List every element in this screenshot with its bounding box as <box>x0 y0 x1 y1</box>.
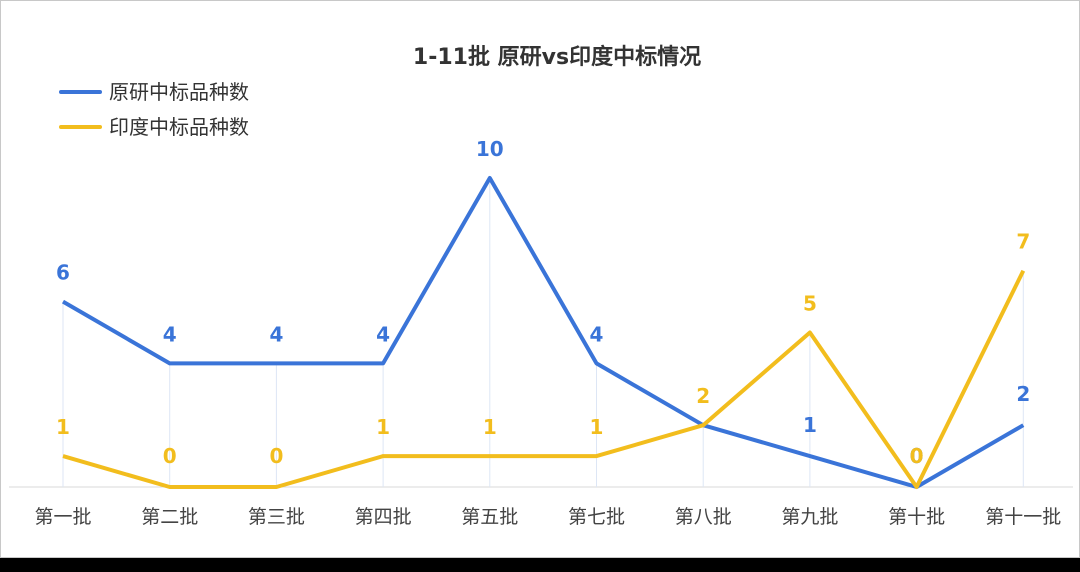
line-chart: 1-11批 原研vs印度中标情况 原研中标品种数 印度中标品种数 第一批 第二批第… <box>9 44 1073 528</box>
data-label-0: 4 <box>590 322 604 346</box>
data-label-1: 1 <box>376 415 390 439</box>
data-label-0: 10 <box>476 137 504 161</box>
data-label-1: 0 <box>163 444 177 468</box>
legend-label-0: 原研中标品种数 <box>109 80 249 104</box>
x-tick-label: 第九批 <box>781 506 838 528</box>
x-tick-label: 第十批 <box>888 506 945 528</box>
x-tick-label: 第八批 <box>675 506 732 528</box>
x-tick-label: 第五批 <box>461 506 518 528</box>
data-label-0: 6 <box>56 261 70 285</box>
data-label-1: 1 <box>56 415 70 439</box>
x-tick-label: 第一批 <box>34 506 91 528</box>
data-label-0: 2 <box>1016 382 1030 406</box>
chart-frame: 1-11批 原研vs印度中标情况 原研中标品种数 印度中标品种数 第一批 第二批第… <box>0 0 1080 558</box>
data-label-1: 5 <box>803 292 817 316</box>
chart-title: 1-11批 原研vs印度中标情况 <box>413 44 701 70</box>
series-lines <box>61 176 1026 489</box>
data-label-0: 1 <box>803 413 817 437</box>
series-line-1 <box>62 269 1026 489</box>
x-tick-label: 第三批 <box>248 506 305 528</box>
x-tick-label: 第二批 <box>141 506 198 528</box>
data-label-1: 2 <box>696 384 710 408</box>
data-label-1: 1 <box>590 415 604 439</box>
legend-label-1: 印度中标品种数 <box>109 115 249 139</box>
data-label-0: 4 <box>269 322 283 346</box>
drop-lines <box>62 178 1024 487</box>
x-tick-label: 第七批 <box>568 506 625 528</box>
series-line-0 <box>61 176 1025 489</box>
data-label-0: 0 <box>910 444 924 468</box>
x-tick-label: 第十一批 <box>985 506 1061 528</box>
data-label-1: 0 <box>910 444 924 468</box>
data-label-1: 0 <box>269 444 283 468</box>
data-label-1: 1 <box>483 415 497 439</box>
x-tick-labels: 第一批 第二批 第三批 第四批 第五批 第七批 第八批 第九批 第十批 第十一批 <box>34 506 1061 528</box>
x-tick-label: 第四批 <box>355 506 412 528</box>
legend: 原研中标品种数 印度中标品种数 <box>59 80 249 139</box>
data-label-0: 4 <box>376 322 390 346</box>
data-label-0: 4 <box>163 322 177 346</box>
data-label-1: 7 <box>1016 230 1030 254</box>
